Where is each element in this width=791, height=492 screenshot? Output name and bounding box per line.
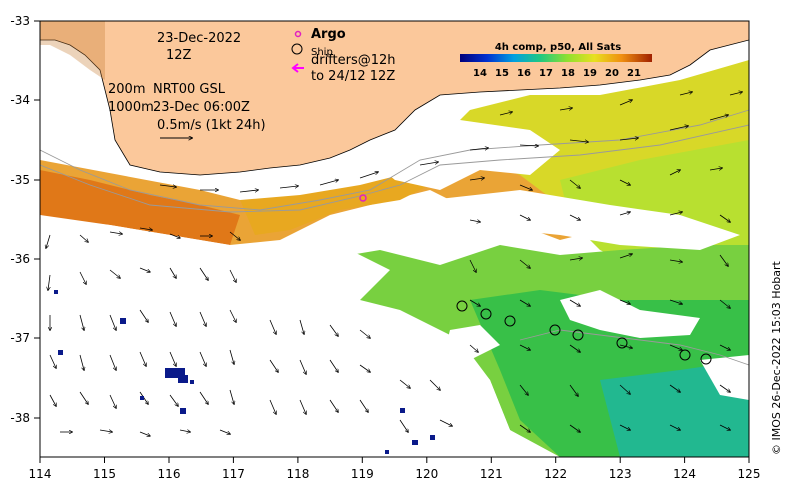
x-tick-marks: [39, 457, 750, 463]
y-tick-label: -38: [10, 411, 30, 425]
product-label: NRT00 GSL: [153, 82, 226, 97]
argo-float-marker: [359, 194, 367, 202]
y-tick-label: -33: [10, 14, 30, 28]
drifters-legend-sub: to 24/12 12Z: [311, 69, 395, 84]
colorbar-tick: 18: [561, 68, 575, 79]
depth-1000-label: 1000m: [108, 100, 154, 115]
x-tick-label: 121: [480, 467, 503, 481]
x-tick-label: 118: [286, 467, 309, 481]
x-tick-label: 124: [673, 467, 696, 481]
vector-scale-label: 0.5m/s (1kt 24h): [157, 118, 266, 133]
credit-text: © IMOS 26-Dec-2022 15:03 Hobart: [770, 261, 783, 455]
ship-legend-label: Ship: [311, 47, 333, 58]
colorbar-tick: 14: [473, 68, 487, 79]
x-tick-label: 116: [158, 467, 181, 481]
y-tick-marks: [34, 20, 40, 419]
colorbar-tick: 17: [539, 68, 553, 79]
cold-pixels: [54, 290, 435, 454]
drifters-legend-label: drifters@12h: [311, 53, 396, 68]
x-tick-label: 119: [351, 467, 374, 481]
coastal-warm-water: [40, 21, 105, 80]
ship-track: [456, 300, 712, 365]
x-tick-label: 122: [544, 467, 567, 481]
argo-legend-label: Argo: [311, 27, 346, 42]
y-axis-labels: -33 -34 -35 -36 -37 -38: [10, 14, 30, 425]
y-tick-label: -35: [10, 173, 30, 187]
colorbar-tick: 16: [517, 68, 531, 79]
current-vectors: [46, 92, 742, 436]
date-label: 23-Dec-2022: [157, 31, 241, 46]
x-axis-labels: 114 115 116 117 118 119 120 121 122 123 …: [29, 467, 761, 481]
ship-legend-icon: [291, 43, 303, 55]
depth-200-label: 200m: [108, 82, 145, 97]
y-tick-label: -37: [10, 331, 30, 345]
colorbar-gradient: [460, 54, 652, 62]
x-tick-label: 114: [29, 467, 52, 481]
x-tick-label: 115: [93, 467, 116, 481]
colorbar-tick: 21: [627, 68, 641, 79]
hour-label: 12Z: [166, 48, 192, 63]
y-tick-label: -34: [10, 93, 30, 107]
x-tick-label: 123: [609, 467, 632, 481]
x-tick-label: 117: [222, 467, 245, 481]
plot-frame: [39, 20, 750, 458]
colorbar-tick: 20: [605, 68, 619, 79]
y-tick-label: -36: [10, 252, 30, 266]
x-tick-label: 120: [415, 467, 438, 481]
drifter-legend-icon: [291, 63, 304, 73]
argo-legend-icon: [294, 30, 302, 38]
product-time: 23-Dec 06:00Z: [153, 100, 250, 115]
colorbar-ticks: 14 15 16 17 18 19 20 21: [473, 68, 641, 79]
colorbar-tick: 19: [583, 68, 597, 79]
colorbar-title: 4h comp, p50, All Sats: [495, 42, 621, 53]
cloud-mask: [40, 120, 749, 457]
colorbar-tick: 15: [495, 68, 509, 79]
x-tick-label: 125: [738, 467, 761, 481]
